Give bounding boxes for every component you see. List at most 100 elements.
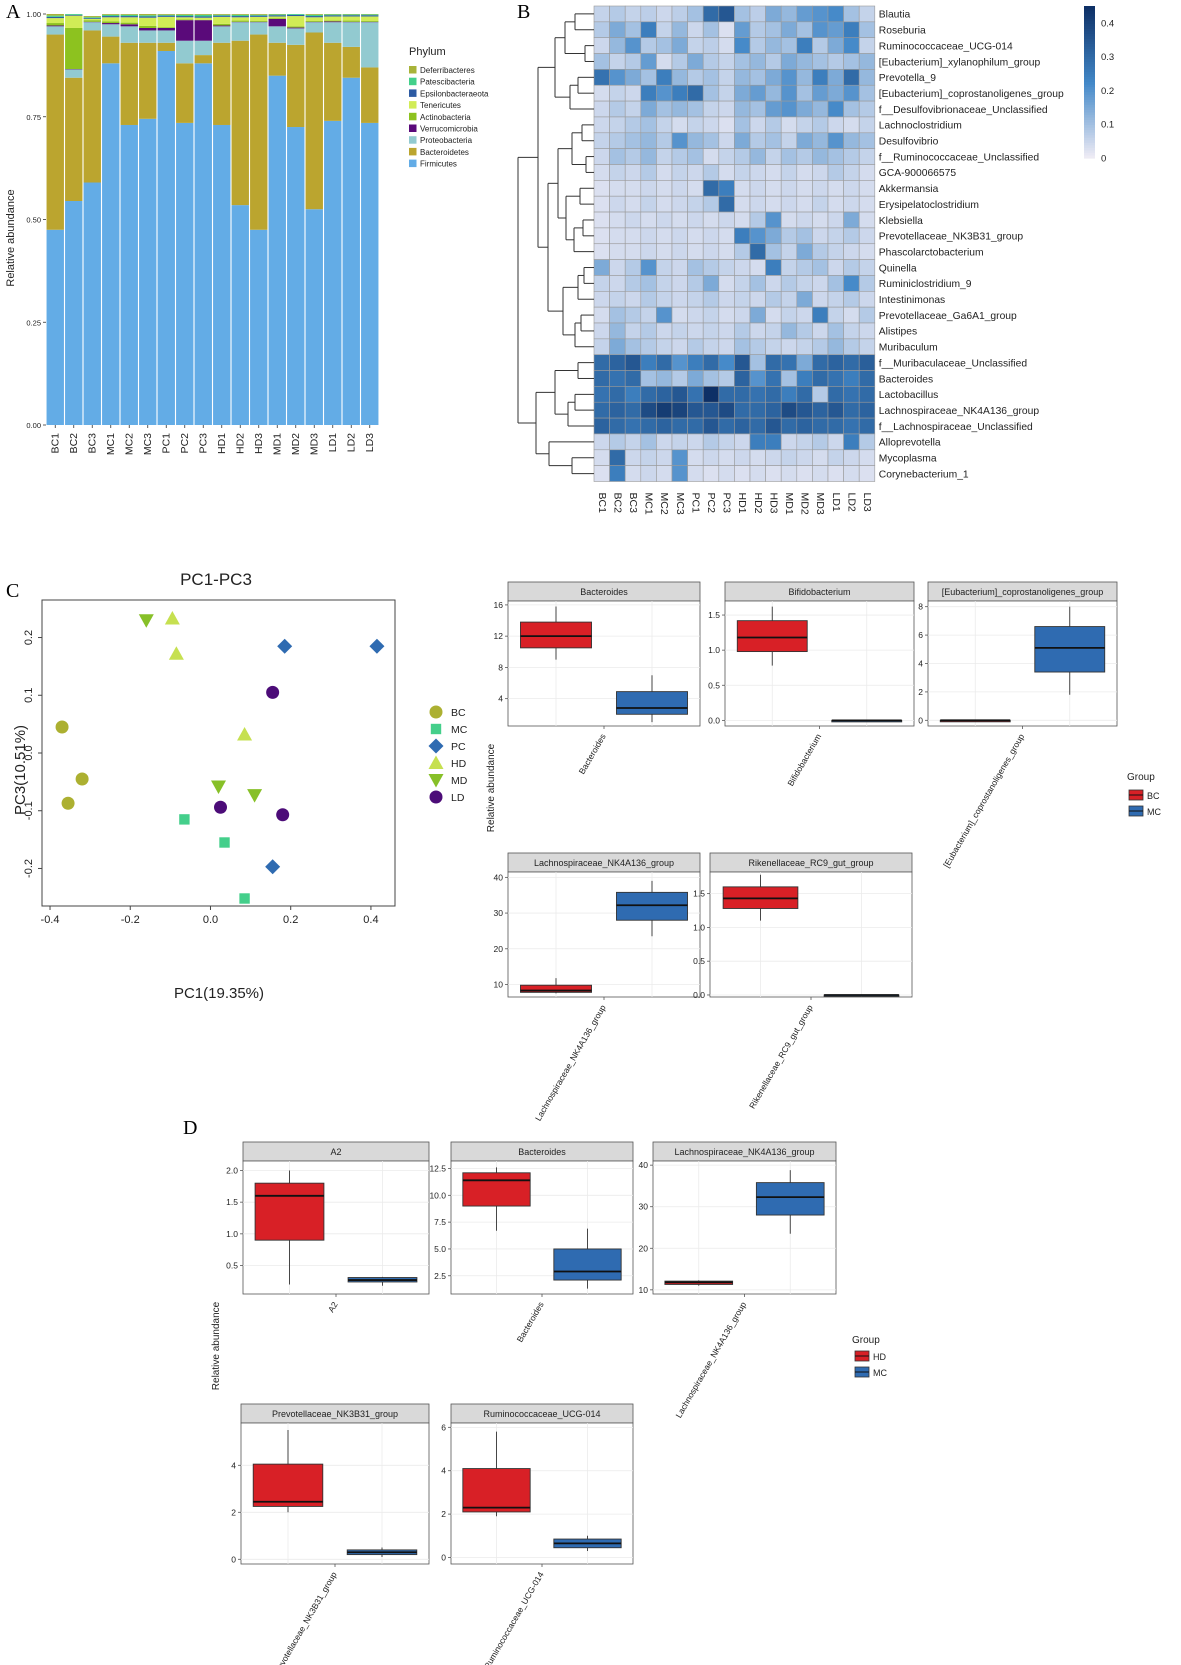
heatmap-cell-alistipes-mc3 [671, 322, 688, 340]
legend-label-mc: MC [451, 724, 468, 736]
legend-label-bacteroidetes: Bacteroidetes [420, 148, 469, 157]
heatmap-cell-eubacterium-xylanophilum-group-md1 [780, 53, 798, 70]
colorbar-segment [1084, 92, 1095, 96]
bar-segment-bc3-proteobacteria [83, 22, 101, 31]
legend-key-firmicutes [409, 159, 417, 168]
heatmap-cell-eubacterium-xylanophilum-group-pc1 [687, 53, 704, 70]
facet-ytick-label: 10.0 [429, 1190, 446, 1200]
heatmap-row-label: Klebsiella [879, 216, 923, 227]
heatmap-cell-lachnoclostridium-mc1 [640, 116, 657, 134]
heatmap-cell-prevotella-9-mc2 [656, 69, 673, 86]
heatmap-cell-blautia-bc2 [609, 5, 626, 23]
heatmap-cell-roseburia-pc3 [718, 21, 735, 39]
facet-panel [652, 1160, 837, 1295]
facet-ytick-label: 0 [441, 1552, 446, 1562]
heatmap-cell-eubacterium-coprostanoligenes-group-mc2 [656, 84, 673, 102]
heatmap-cell-mycoplasma-md3 [812, 449, 829, 466]
heatmap-cell-alistipes-pc2 [702, 322, 720, 340]
colorbar-segment [1084, 147, 1095, 151]
heatmap-cell-phascolarctobacterium-bc3 [624, 243, 642, 260]
heatmap-cell-prevotella-9-ld2 [843, 69, 860, 86]
heatmap-cell-corynebacterium-1-ld3 [858, 465, 876, 482]
heatmap-cell-gca-900066575-mc1 [640, 164, 657, 181]
heatmap-cell-gca-900066575-hd2 [749, 164, 766, 181]
heatmap-cell-bacteroides-md2 [796, 370, 813, 387]
bar-segment-bc2-firmicutes [65, 201, 83, 425]
bar-segment-mc2-proteobacteria [120, 26, 138, 43]
heatmap-cell-lachnoclostridium-md3 [812, 116, 829, 134]
legend-key-hd [428, 755, 444, 769]
heatmap-cell-lachnospiraceae-nk4a136-group-hd3 [765, 401, 782, 419]
heatmap-cell-f-lachnospiraceae-unclassified-bc2 [609, 417, 626, 435]
heatmap-cell-intestinimonas-bc1 [593, 290, 610, 308]
heatmap-cell-roseburia-mc3 [671, 21, 688, 39]
heatmap-cell-ruminococcaceae-ucg-014-pc1 [687, 37, 704, 54]
heatmap-cell-eubacterium-coprostanoligenes-group-md1 [780, 84, 798, 102]
panel-a-xtick-label: MD2 [290, 433, 302, 455]
heatmap-cell-phascolarctobacterium-ld1 [827, 243, 844, 260]
heatmap-cell-ruminiclostridium-9-bc3 [624, 275, 642, 292]
heatmap-cell-gca-900066575-pc1 [687, 164, 704, 181]
heatmap-row-label: f__Ruminococcaceae_Unclassified [879, 152, 1040, 163]
heatmap-cell-erysipelatoclostridium-md1 [780, 195, 798, 213]
heatmap-cell-alloprevotella-hd3 [765, 433, 782, 451]
bar-segment-ld3-epsilonbacteraeota [361, 15, 379, 17]
heatmap-cell-bacteroides-bc1 [593, 370, 610, 387]
heatmap-cell-eubacterium-coprostanoligenes-group-hd1 [734, 84, 751, 102]
heatmap-cell-phascolarctobacterium-ld2 [843, 243, 860, 260]
panel-a-xtick-label: MC3 [142, 433, 154, 455]
heatmap-cell-erysipelatoclostridium-pc1 [687, 195, 704, 213]
panel-a-ytick-label: 0.25 [26, 318, 41, 327]
heatmap-cell-erysipelatoclostridium-ld3 [858, 195, 876, 213]
heatmap-cell-bacteroides-mc1 [640, 370, 657, 387]
heatmap-cell-lactobacillus-ld2 [843, 386, 860, 403]
heatmap-cell-ruminiclostridium-9-ld1 [827, 275, 844, 292]
colorbar-segment [1084, 16, 1095, 20]
heatmap-cell-f-ruminococcaceae-unclassified-hd1 [734, 148, 751, 165]
legend-label-ld: LD [451, 792, 465, 804]
heatmap-cell-mycoplasma-md1 [780, 449, 798, 466]
heatmap-cell-f-desulfovibrionaceae-unclassified-bc1 [593, 100, 610, 118]
bar-segment-bc2-epsilonbacteraeota [65, 14, 83, 16]
heatmap-cell-lachnospiraceae-nk4a136-group-md3 [812, 401, 829, 419]
heatmap-cell-f-muribaculaceae-unclassified-mc2 [656, 354, 673, 371]
panel-letter-b: B [517, 1, 530, 23]
panel-a-ytick-label: 0.00 [26, 421, 41, 430]
heatmap-cell-prevotella-9-ld3 [858, 69, 876, 86]
bar-segment-md1-actinobacteria [268, 18, 286, 19]
heatmap-cell-f-muribaculaceae-unclassified-hd2 [749, 354, 766, 371]
facet-ytick-label: 1.5 [708, 610, 720, 620]
legend-key-deferribacteres [409, 66, 417, 74]
bar-segment-bc2-actinobacteria [65, 27, 83, 70]
bar-segment-hd1-bacteroidetes [213, 42, 231, 125]
heatmap-cell-corynebacterium-1-pc3 [718, 465, 735, 482]
facet-ytick-label: 20 [494, 944, 504, 954]
heatmap-cell-f-muribaculaceae-unclassified-md2 [796, 354, 813, 371]
legend-label-verrucomicrobia: Verrucomicrobia [420, 125, 478, 134]
heatmap-cell-ruminococcaceae-ucg-014-pc3 [718, 37, 735, 54]
bar-segment-pc1-patescibacteria [157, 14, 175, 16]
panel-c-xtick-label: 0.2 [283, 914, 298, 926]
legend-label-actinobacteria: Actinobacteria [420, 113, 471, 122]
panel-d-legend-title: Group [852, 1335, 880, 1346]
facet-strip-title: Bacteroides [580, 587, 628, 597]
bar-segment-pc2-deferribacteres [176, 14, 194, 15]
heatmap-cell-desulfovibrio-bc3 [624, 132, 642, 149]
heatmap-cell-ruminiclostridium-9-pc1 [687, 275, 704, 292]
heatmap-cell-roseburia-bc1 [593, 21, 610, 39]
heatmap-cell-f-ruminococcaceae-unclassified-pc1 [687, 148, 704, 165]
heatmap-cell-phascolarctobacterium-pc2 [702, 243, 720, 260]
heatmap-cell-mycoplasma-mc1 [640, 449, 657, 466]
heatmap-cell-prevotellaceae-ga6a1-group-hd1 [734, 306, 751, 324]
heatmap-cell-mycoplasma-bc3 [624, 449, 642, 466]
heatmap-cell-eubacterium-xylanophilum-group-pc3 [718, 53, 735, 70]
facet-ytick-label: 1.0 [693, 922, 705, 932]
bar-segment-mc2-tenericutes [120, 17, 138, 23]
panel-a-xtick-label: MD3 [308, 433, 320, 455]
heatmap-cell-corynebacterium-1-bc2 [609, 465, 626, 482]
heatmap-cell-f-ruminococcaceae-unclassified-md2 [796, 148, 813, 165]
heatmap-cell-erysipelatoclostridium-md3 [812, 195, 829, 213]
heatmap-cell-erysipelatoclostridium-ld1 [827, 195, 844, 213]
facet-strip-title: Bacteroides [518, 1147, 566, 1157]
bar-segment-md1-verrucomicrobia [268, 18, 286, 27]
